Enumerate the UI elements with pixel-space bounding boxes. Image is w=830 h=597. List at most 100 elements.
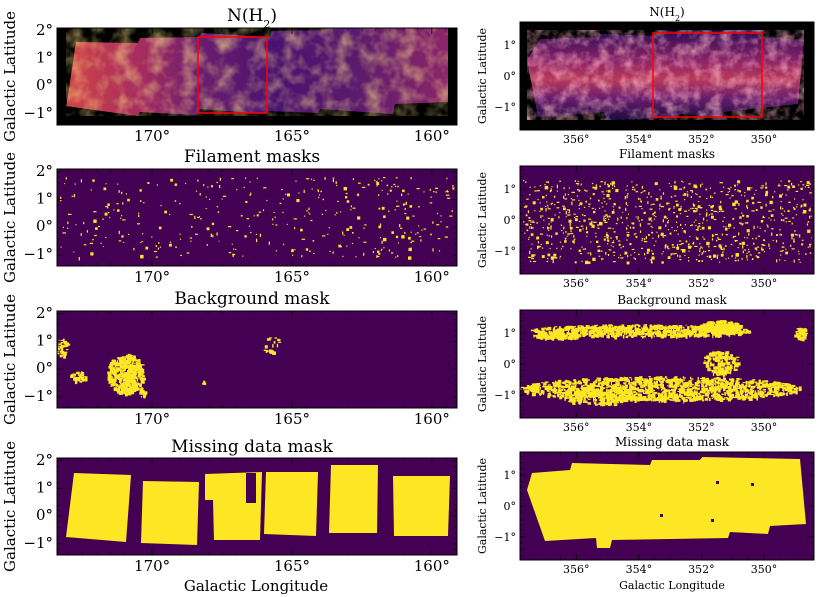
mask-pixel	[716, 255, 718, 259]
mask-pixel	[802, 334, 807, 337]
mask-pixel	[728, 223, 732, 227]
mask-pixel	[109, 374, 112, 377]
mask-pixel	[550, 190, 552, 192]
mask-pixel	[752, 258, 754, 260]
mask-pixel	[596, 384, 601, 388]
mask-pixel	[737, 328, 741, 332]
mask-pixel	[581, 388, 583, 392]
mask-pixel	[654, 382, 657, 384]
mask-pixel	[721, 369, 724, 372]
mask-pixel	[747, 384, 749, 388]
mask-pixel	[719, 210, 721, 212]
mask-pixel	[570, 230, 572, 232]
mask-pixel	[633, 248, 635, 250]
mask-pixel	[553, 384, 558, 388]
mask-pixel	[697, 225, 699, 229]
mask-pixel	[635, 206, 637, 208]
mask-pixel	[374, 248, 376, 250]
mask-pixel	[780, 200, 782, 203]
mask-pixel	[529, 186, 531, 188]
mask-pixel	[727, 367, 731, 371]
tile	[264, 472, 318, 536]
mask-pixel	[112, 376, 114, 379]
mask-pixel	[686, 333, 688, 338]
mask-pixel	[566, 389, 571, 393]
mask-pixel	[542, 328, 544, 332]
tile	[329, 465, 378, 533]
filament-pixels	[60, 177, 455, 261]
mask-pixel	[279, 202, 282, 204]
mask-pixel	[68, 213, 72, 215]
mask-pixel	[408, 236, 411, 240]
mask-pixel	[650, 217, 652, 219]
mask-pixel	[770, 214, 774, 217]
mask-pixel	[785, 194, 787, 196]
mask-pixel	[624, 382, 627, 384]
mask-pixel	[723, 327, 725, 329]
mask-pixel	[717, 351, 722, 356]
mask-pixel	[708, 383, 712, 386]
mask-pixel	[642, 191, 644, 193]
mask-pixel	[676, 332, 679, 335]
mask-pixel	[713, 245, 717, 248]
mask-pixel	[564, 237, 567, 239]
mask-pixel	[600, 334, 603, 336]
mask-pixel	[708, 214, 710, 216]
mask-pixel	[583, 327, 588, 329]
mask-pixel	[745, 380, 748, 385]
mask-pixel	[615, 236, 618, 238]
mask-pixel	[676, 397, 679, 400]
mask-pixel	[647, 201, 649, 205]
mask-pixel	[116, 388, 119, 393]
mask-pixel	[140, 254, 144, 259]
mask-pixel	[607, 332, 609, 336]
mask-pixel	[719, 398, 723, 402]
mask-pixel	[630, 390, 633, 393]
mask-pixel	[140, 373, 144, 376]
mask-pixel	[227, 226, 232, 228]
mask-pixel	[670, 254, 672, 256]
mask-pixel	[591, 326, 595, 329]
mask-pixel	[729, 357, 734, 359]
mask-pixel	[785, 387, 788, 391]
mask-pixel	[583, 384, 585, 387]
mask-pixel	[620, 377, 623, 379]
mask-pixel	[662, 219, 664, 223]
mask-pixel	[676, 246, 680, 250]
mask-pixel	[682, 329, 685, 332]
mask-pixel	[717, 384, 719, 388]
mask-pixel	[282, 211, 284, 213]
mask-pixel	[555, 232, 558, 235]
mask-pixel	[607, 218, 610, 220]
mask-pixel	[325, 209, 327, 212]
axes-frame	[56, 168, 458, 267]
mask-pixel	[611, 242, 615, 244]
mask-pixel	[130, 363, 132, 367]
mask-pixel	[573, 235, 575, 238]
mask-pixel	[661, 399, 663, 403]
mask-pixel	[547, 206, 549, 208]
mask-pixel	[118, 380, 121, 383]
mask-pixel	[523, 221, 525, 223]
mask-pixel	[678, 325, 683, 329]
mask-pixel	[525, 223, 528, 225]
mask-pixel	[585, 260, 589, 265]
mask-pixel	[739, 242, 742, 245]
mask-pixel	[538, 246, 542, 248]
mask-pixel	[764, 230, 766, 232]
mask-pixel	[175, 246, 177, 248]
mask-pixel	[700, 394, 702, 397]
mask-pixel	[255, 233, 257, 235]
mask-pixel	[648, 388, 650, 391]
mask-pixel	[404, 208, 406, 210]
mask-pixel	[699, 225, 701, 228]
mask-pixel	[584, 381, 588, 386]
mask-pixel	[650, 261, 653, 264]
mask-pixel	[262, 209, 265, 212]
x-tick-label: 160°	[414, 557, 450, 575]
mask-pixel	[742, 397, 746, 401]
mask-pixel	[618, 243, 621, 246]
mask-pixel	[129, 367, 133, 369]
mask-pixel	[788, 180, 791, 183]
mask-pixel	[801, 328, 806, 331]
